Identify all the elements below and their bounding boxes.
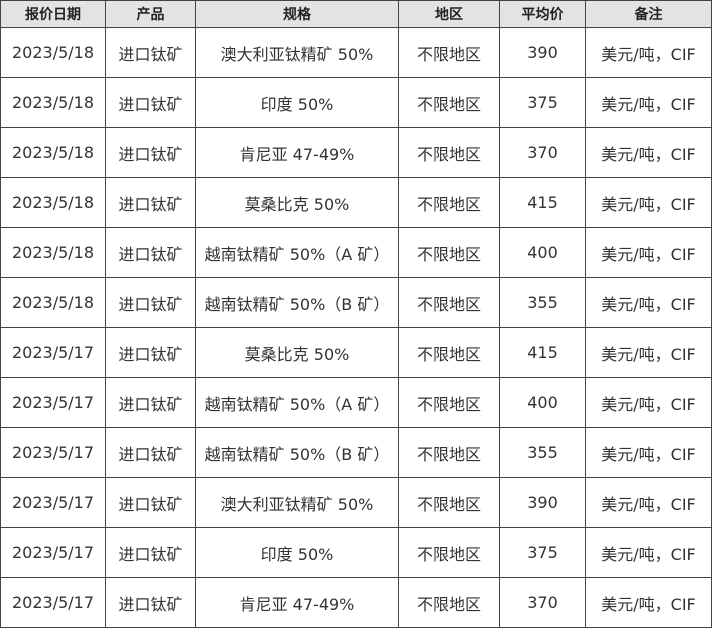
table-row: 2023/5/18 进口钛矿 莫桑比克 50% 不限地区 415 美元/吨，CIF bbox=[0, 177, 712, 228]
table-cell: 美元/吨，CIF bbox=[585, 127, 712, 178]
table-cell: 不限地区 bbox=[398, 427, 500, 478]
header-cell: 产品 bbox=[105, 0, 196, 28]
table-cell: 2023/5/18 bbox=[0, 227, 106, 278]
table-cell: 进口钛矿 bbox=[105, 177, 196, 228]
header-cell: 报价日期 bbox=[0, 0, 106, 28]
table-cell: 越南钛精矿 50%（A 矿） bbox=[195, 377, 399, 428]
table-row: 2023/5/18 进口钛矿 肯尼亚 47-49% 不限地区 370 美元/吨，CIF bbox=[0, 127, 712, 178]
table-cell: 进口钛矿 bbox=[105, 577, 196, 628]
table-cell: 澳大利亚钛精矿 50% bbox=[195, 477, 399, 528]
table-cell: 370 bbox=[499, 127, 586, 178]
table-cell: 375 bbox=[499, 77, 586, 128]
table-cell: 不限地区 bbox=[398, 277, 500, 328]
table-cell: 进口钛矿 bbox=[105, 77, 196, 128]
table-cell: 400 bbox=[499, 377, 586, 428]
header-cell: 平均价 bbox=[499, 0, 586, 28]
table-cell: 2023/5/18 bbox=[0, 127, 106, 178]
table-cell: 印度 50% bbox=[195, 527, 399, 578]
table-cell: 不限地区 bbox=[398, 527, 500, 578]
table-cell: 美元/吨，CIF bbox=[585, 427, 712, 478]
header-cell: 地区 bbox=[398, 0, 500, 28]
table-cell: 2023/5/17 bbox=[0, 477, 106, 528]
table-row: 2023/5/17 进口钛矿 印度 50% 不限地区 375 美元/吨，CIF bbox=[0, 527, 712, 578]
table-header: 报价日期 产品 规格 地区 平均价 备注 bbox=[0, 0, 712, 28]
table-cell: 进口钛矿 bbox=[105, 277, 196, 328]
table-cell: 不限地区 bbox=[398, 227, 500, 278]
table-cell: 400 bbox=[499, 227, 586, 278]
table-cell: 375 bbox=[499, 527, 586, 578]
table-cell: 越南钛精矿 50%（A 矿） bbox=[195, 227, 399, 278]
table-cell: 415 bbox=[499, 177, 586, 228]
table-body: 2023/5/18 进口钛矿 澳大利亚钛精矿 50% 不限地区 390 美元/吨，CIF 2… bbox=[0, 27, 712, 628]
table-cell: 美元/吨，CIF bbox=[585, 27, 712, 78]
table-cell: 美元/吨，CIF bbox=[585, 77, 712, 128]
table-cell: 美元/吨，CIF bbox=[585, 177, 712, 228]
header-row: 报价日期 产品 规格 地区 平均价 备注 bbox=[0, 0, 712, 28]
table-cell: 美元/吨，CIF bbox=[585, 377, 712, 428]
table-cell: 越南钛精矿 50%（B 矿） bbox=[195, 277, 399, 328]
table-cell: 美元/吨，CIF bbox=[585, 277, 712, 328]
table-cell: 2023/5/17 bbox=[0, 527, 106, 578]
table-cell: 美元/吨，CIF bbox=[585, 327, 712, 378]
header-cell: 规格 bbox=[195, 0, 399, 28]
header-cell: 备注 bbox=[585, 0, 712, 28]
table-cell: 进口钛矿 bbox=[105, 227, 196, 278]
table-cell: 进口钛矿 bbox=[105, 377, 196, 428]
table-cell: 2023/5/17 bbox=[0, 377, 106, 428]
table-cell: 2023/5/18 bbox=[0, 77, 106, 128]
table-row: 2023/5/17 进口钛矿 莫桑比克 50% 不限地区 415 美元/吨，CIF bbox=[0, 327, 712, 378]
table-row: 2023/5/18 进口钛矿 越南钛精矿 50%（B 矿） 不限地区 355 美元/吨，C… bbox=[0, 277, 712, 328]
table-cell: 2023/5/18 bbox=[0, 27, 106, 78]
table-row: 2023/5/17 进口钛矿 越南钛精矿 50%（B 矿） 不限地区 355 美元/吨，C… bbox=[0, 427, 712, 478]
table-row: 2023/5/17 进口钛矿 肯尼亚 47-49% 不限地区 370 美元/吨，CIF bbox=[0, 577, 712, 628]
table-cell: 进口钛矿 bbox=[105, 27, 196, 78]
table-cell: 进口钛矿 bbox=[105, 327, 196, 378]
table-row: 2023/5/18 进口钛矿 印度 50% 不限地区 375 美元/吨，CIF bbox=[0, 77, 712, 128]
table-cell: 415 bbox=[499, 327, 586, 378]
table-cell: 不限地区 bbox=[398, 77, 500, 128]
table-cell: 莫桑比克 50% bbox=[195, 327, 399, 378]
table-cell: 不限地区 bbox=[398, 477, 500, 528]
table-cell: 2023/5/17 bbox=[0, 577, 106, 628]
table-row: 2023/5/18 进口钛矿 澳大利亚钛精矿 50% 不限地区 390 美元/吨，CIF bbox=[0, 27, 712, 78]
table-cell: 莫桑比克 50% bbox=[195, 177, 399, 228]
table-cell: 进口钛矿 bbox=[105, 427, 196, 478]
table-cell: 355 bbox=[499, 427, 586, 478]
table-cell: 不限地区 bbox=[398, 377, 500, 428]
table-cell: 澳大利亚钛精矿 50% bbox=[195, 27, 399, 78]
table-cell: 进口钛矿 bbox=[105, 127, 196, 178]
table-cell: 越南钛精矿 50%（B 矿） bbox=[195, 427, 399, 478]
table-cell: 370 bbox=[499, 577, 586, 628]
table-cell: 不限地区 bbox=[398, 27, 500, 78]
table-cell: 390 bbox=[499, 477, 586, 528]
table-row: 2023/5/18 进口钛矿 越南钛精矿 50%（A 矿） 不限地区 400 美元/吨，C… bbox=[0, 227, 712, 278]
table-cell: 2023/5/18 bbox=[0, 277, 106, 328]
table-cell: 不限地区 bbox=[398, 177, 500, 228]
table-cell: 美元/吨，CIF bbox=[585, 577, 712, 628]
table-cell: 2023/5/17 bbox=[0, 427, 106, 478]
table-cell: 355 bbox=[499, 277, 586, 328]
table-cell: 肯尼亚 47-49% bbox=[195, 127, 399, 178]
table-cell: 2023/5/18 bbox=[0, 177, 106, 228]
table-row: 2023/5/17 进口钛矿 越南钛精矿 50%（A 矿） 不限地区 400 美元/吨，C… bbox=[0, 377, 712, 428]
table-row: 2023/5/17 进口钛矿 澳大利亚钛精矿 50% 不限地区 390 美元/吨，CIF bbox=[0, 477, 712, 528]
table-cell: 肯尼亚 47-49% bbox=[195, 577, 399, 628]
table-cell: 390 bbox=[499, 27, 586, 78]
table-cell: 美元/吨，CIF bbox=[585, 527, 712, 578]
table-cell: 美元/吨，CIF bbox=[585, 227, 712, 278]
table-cell: 不限地区 bbox=[398, 577, 500, 628]
table-cell: 印度 50% bbox=[195, 77, 399, 128]
table-cell: 2023/5/17 bbox=[0, 327, 106, 378]
table-cell: 不限地区 bbox=[398, 127, 500, 178]
table-cell: 进口钛矿 bbox=[105, 477, 196, 528]
table-cell: 进口钛矿 bbox=[105, 527, 196, 578]
table-cell: 美元/吨，CIF bbox=[585, 477, 712, 528]
table-cell: 不限地区 bbox=[398, 327, 500, 378]
